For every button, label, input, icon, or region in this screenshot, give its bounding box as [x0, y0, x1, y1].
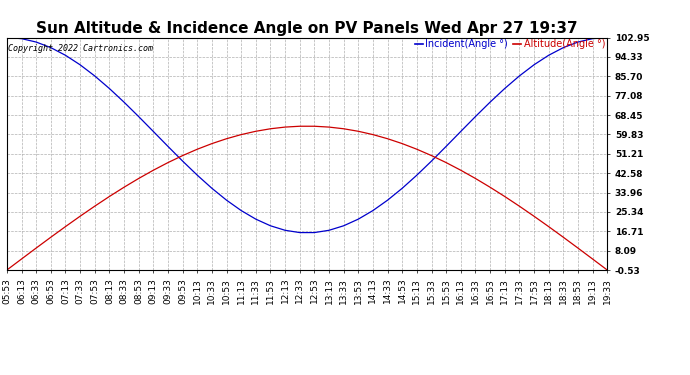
- Text: Copyright 2022 Cartronics.com: Copyright 2022 Cartronics.com: [8, 45, 152, 54]
- Title: Sun Altitude & Incidence Angle on PV Panels Wed Apr 27 19:37: Sun Altitude & Incidence Angle on PV Pan…: [37, 21, 578, 36]
- Legend: Incident(Angle °), Altitude(Angle °): Incident(Angle °), Altitude(Angle °): [415, 39, 605, 50]
